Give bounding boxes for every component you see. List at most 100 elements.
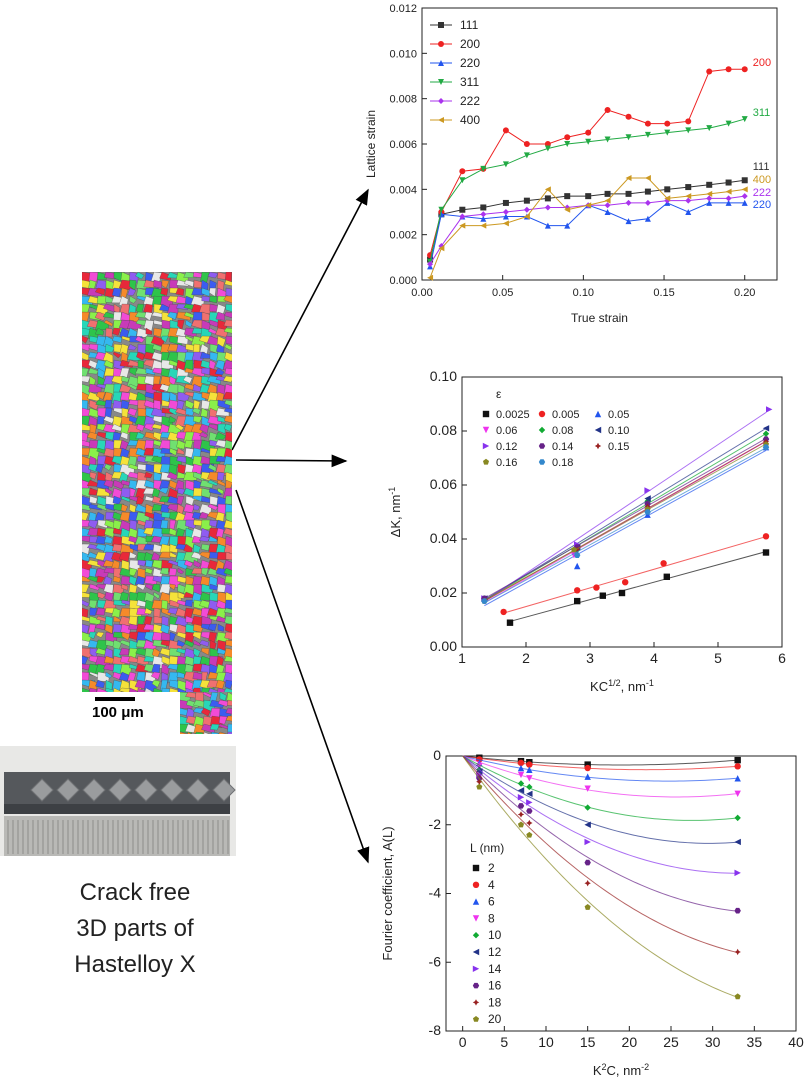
legend-marker-10 [472, 932, 480, 939]
data-point-6 [734, 775, 741, 782]
grain [184, 639, 195, 648]
data-point-311 [644, 131, 651, 138]
data-point-111 [685, 184, 692, 191]
series-0.18: 0.18 [481, 444, 770, 604]
grain [112, 335, 123, 343]
legend-label-311: 311 [460, 75, 479, 89]
series-400: 400 400 [427, 113, 771, 281]
grain [217, 295, 226, 303]
y-tick-label: 0.010 [389, 48, 417, 60]
data-point-311 [625, 134, 632, 141]
grain [161, 335, 169, 343]
grain [216, 471, 225, 481]
legend-marker-0.06 [482, 426, 490, 434]
data-point-2 [734, 756, 741, 764]
data-point-200 [685, 118, 692, 125]
grain [222, 391, 232, 400]
grain [136, 423, 145, 432]
grain [223, 407, 232, 414]
x-tick-label: 3 [586, 650, 594, 666]
fit-curve-12 [462, 755, 738, 844]
grain [135, 431, 145, 439]
grain [137, 359, 145, 369]
series-4: 4 [462, 755, 741, 892]
grain [218, 715, 228, 725]
data-point-200 [604, 107, 611, 113]
grain [144, 607, 153, 615]
data-point-0.18 [481, 598, 488, 604]
grain [152, 583, 161, 593]
grain [82, 335, 89, 344]
series-0.0025: 0.0025 [482, 409, 770, 626]
grain [215, 359, 225, 371]
grain [169, 551, 177, 558]
data-point-400 [604, 197, 611, 204]
legend-label-0.0025: 0.0025 [496, 409, 530, 421]
grain [225, 551, 232, 560]
grain [87, 431, 98, 440]
data-point-200 [459, 168, 466, 175]
data-point-222 [523, 206, 530, 213]
data-point-200 [625, 113, 632, 120]
grain [103, 319, 114, 327]
data-point-8 [734, 790, 741, 798]
grain [95, 535, 106, 545]
x-tick-label: 1 [458, 650, 466, 666]
grain [97, 591, 106, 599]
grain [203, 731, 210, 734]
legend-label-0.14: 0.14 [552, 441, 573, 453]
x-tick-label: 40 [788, 1034, 804, 1050]
legend-marker-0.14 [538, 443, 546, 449]
grain [144, 423, 155, 432]
data-point-111 [523, 197, 530, 204]
grain [88, 487, 98, 496]
grain [224, 367, 232, 376]
y-tick-label: 0.08 [430, 422, 457, 438]
data-point-0.18 [762, 444, 770, 450]
legend-label-0.06: 0.06 [496, 425, 517, 437]
x-axis-label: K2C, nm-2 [593, 1062, 649, 1078]
grain [180, 731, 188, 734]
grain [224, 575, 232, 584]
grain [177, 575, 188, 584]
grain [200, 272, 210, 284]
grain [87, 519, 99, 529]
grain [121, 375, 130, 383]
data-point-10 [517, 780, 525, 787]
grain [118, 687, 131, 692]
grain [214, 431, 227, 440]
grain [144, 311, 153, 321]
data-point-0.005 [574, 587, 581, 594]
legend-label-220: 220 [460, 56, 480, 70]
data-point-0.005 [660, 560, 667, 567]
series-18: 18 [462, 755, 741, 1009]
grain [168, 415, 176, 423]
data-point-0.18 [574, 552, 581, 558]
data-point-222 [741, 193, 748, 200]
data-point-200 [585, 129, 592, 136]
grain [89, 607, 98, 616]
series-0.005: 0.005 [500, 409, 770, 616]
data-point-0.08 [762, 430, 770, 437]
data-point-20 [517, 821, 525, 828]
grain [112, 495, 122, 505]
data-point-200 [644, 120, 651, 127]
legend-marker-14 [472, 965, 480, 972]
printed-cube [30, 778, 54, 802]
grain [208, 423, 218, 431]
data-point-14 [584, 838, 591, 846]
data-point-8 [526, 775, 533, 782]
series-10: 10 [462, 755, 741, 942]
grain [224, 615, 232, 626]
grain [128, 383, 139, 391]
grain [103, 359, 114, 369]
end-label-311: 311 [753, 107, 771, 119]
grain [223, 423, 232, 432]
grain [193, 723, 206, 734]
data-point-311 [685, 127, 692, 134]
end-label-111: 111 [753, 161, 770, 173]
data-point-222 [725, 195, 732, 202]
legend-marker-18 [472, 999, 480, 1006]
grain [96, 503, 108, 511]
data-point-311 [502, 161, 509, 168]
